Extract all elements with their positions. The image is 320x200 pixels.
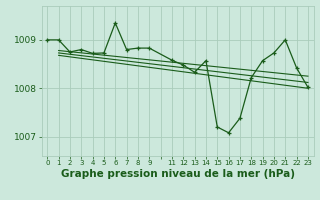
X-axis label: Graphe pression niveau de la mer (hPa): Graphe pression niveau de la mer (hPa) (60, 169, 295, 179)
